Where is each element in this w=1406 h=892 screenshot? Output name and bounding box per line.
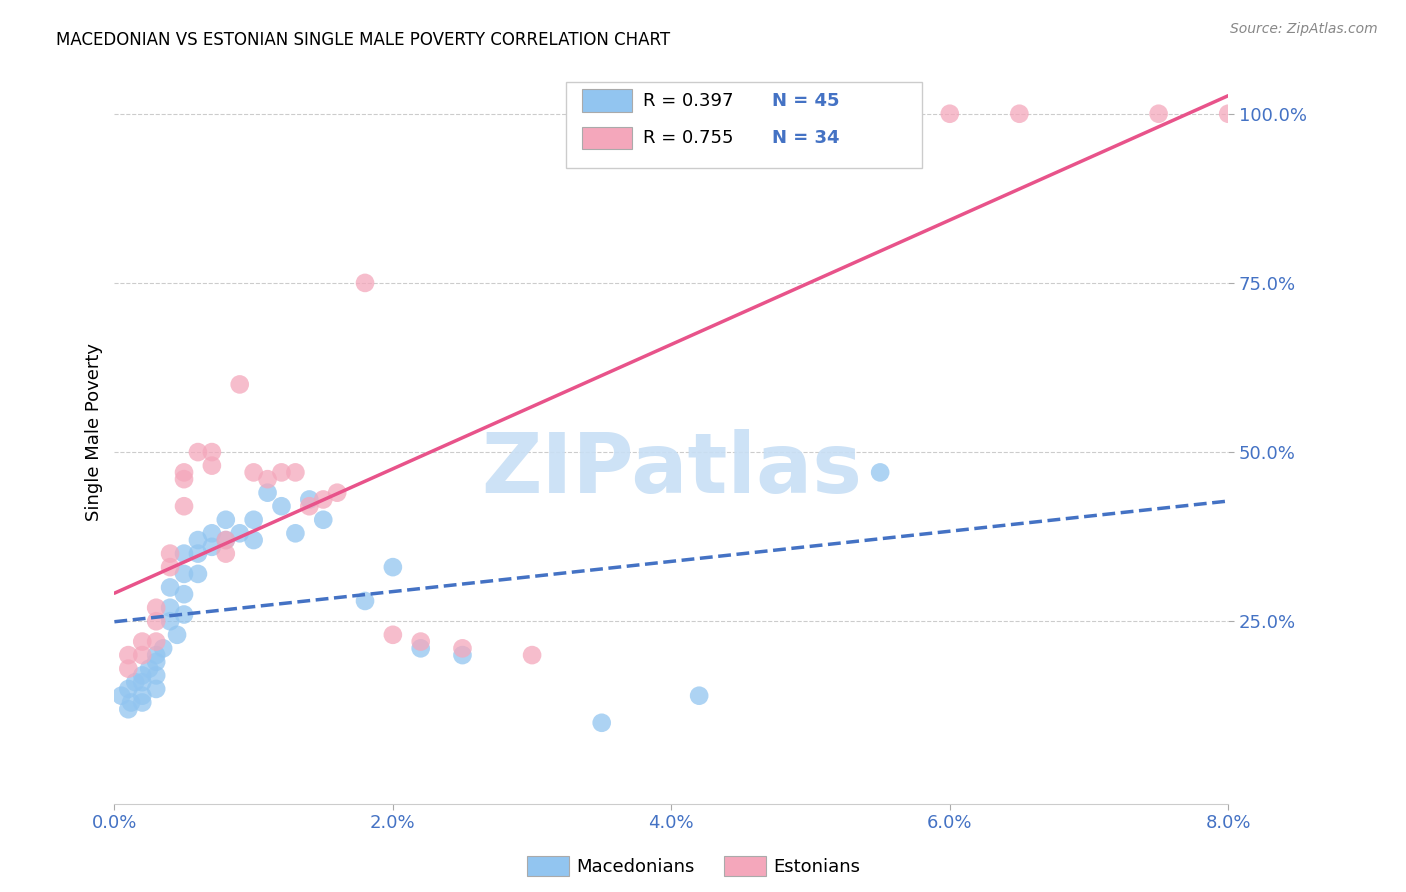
Point <box>354 276 377 290</box>
Text: N = 34: N = 34 <box>772 128 839 147</box>
Point <box>173 466 195 480</box>
Text: Estonians: Estonians <box>773 858 860 876</box>
Point <box>173 547 195 561</box>
Point <box>173 472 195 486</box>
Text: Source: ZipAtlas.com: Source: ZipAtlas.com <box>1230 22 1378 37</box>
Point <box>131 696 153 710</box>
Point <box>110 689 132 703</box>
Point <box>166 628 188 642</box>
Point <box>131 668 153 682</box>
Point <box>117 702 139 716</box>
Point <box>242 533 264 547</box>
Point <box>1147 107 1170 121</box>
Point <box>187 566 209 581</box>
Point <box>688 689 710 703</box>
Point <box>381 560 404 574</box>
Point <box>145 681 167 696</box>
Text: MACEDONIAN VS ESTONIAN SINGLE MALE POVERTY CORRELATION CHART: MACEDONIAN VS ESTONIAN SINGLE MALE POVER… <box>56 31 671 49</box>
Text: R = 0.397: R = 0.397 <box>644 92 734 110</box>
Point <box>270 500 292 514</box>
Point <box>284 526 307 541</box>
Point <box>159 560 181 574</box>
Point <box>124 675 146 690</box>
Point <box>242 466 264 480</box>
Point <box>298 492 321 507</box>
Point <box>201 540 224 554</box>
Point <box>131 689 153 703</box>
Point <box>869 466 891 480</box>
Point <box>228 377 250 392</box>
Point <box>159 581 181 595</box>
Point <box>159 547 181 561</box>
Text: R = 0.755: R = 0.755 <box>644 128 734 147</box>
Point <box>201 445 224 459</box>
Point <box>117 681 139 696</box>
FancyBboxPatch shape <box>582 127 633 149</box>
Point <box>451 641 474 656</box>
Point <box>145 614 167 628</box>
Point <box>228 526 250 541</box>
Point <box>120 696 142 710</box>
Point <box>215 533 238 547</box>
Point <box>312 513 335 527</box>
Point <box>409 641 432 656</box>
Point <box>270 466 292 480</box>
Point <box>173 587 195 601</box>
Point <box>173 500 195 514</box>
Point <box>117 662 139 676</box>
Point <box>152 641 174 656</box>
Point <box>145 655 167 669</box>
Point <box>939 107 962 121</box>
Point <box>145 648 167 662</box>
Point <box>145 668 167 682</box>
Point <box>284 466 307 480</box>
Point <box>381 628 404 642</box>
Point <box>215 547 238 561</box>
Point <box>215 513 238 527</box>
Text: N = 45: N = 45 <box>772 92 839 110</box>
Point <box>131 675 153 690</box>
Point <box>131 648 153 662</box>
Point <box>187 547 209 561</box>
Text: Macedonians: Macedonians <box>576 858 695 876</box>
Y-axis label: Single Male Poverty: Single Male Poverty <box>86 343 103 521</box>
Point <box>312 492 335 507</box>
Point <box>187 445 209 459</box>
Point <box>187 533 209 547</box>
Point <box>520 648 543 662</box>
Point <box>1218 107 1240 121</box>
Point <box>145 600 167 615</box>
Text: ZIPatlas: ZIPatlas <box>481 428 862 509</box>
Point <box>173 566 195 581</box>
Point <box>242 513 264 527</box>
Point <box>201 458 224 473</box>
Point <box>354 594 377 608</box>
Point <box>256 472 278 486</box>
Point <box>117 648 139 662</box>
Point <box>159 600 181 615</box>
Point <box>298 500 321 514</box>
Point <box>131 634 153 648</box>
Point <box>159 614 181 628</box>
Point <box>326 485 349 500</box>
Point <box>201 526 224 541</box>
Point <box>173 607 195 622</box>
Point <box>409 634 432 648</box>
Point <box>256 485 278 500</box>
Point <box>451 648 474 662</box>
Point <box>138 662 160 676</box>
FancyBboxPatch shape <box>582 89 633 112</box>
FancyBboxPatch shape <box>565 82 922 168</box>
Point <box>1008 107 1031 121</box>
Point <box>215 533 238 547</box>
Point <box>591 715 613 730</box>
Point <box>145 634 167 648</box>
